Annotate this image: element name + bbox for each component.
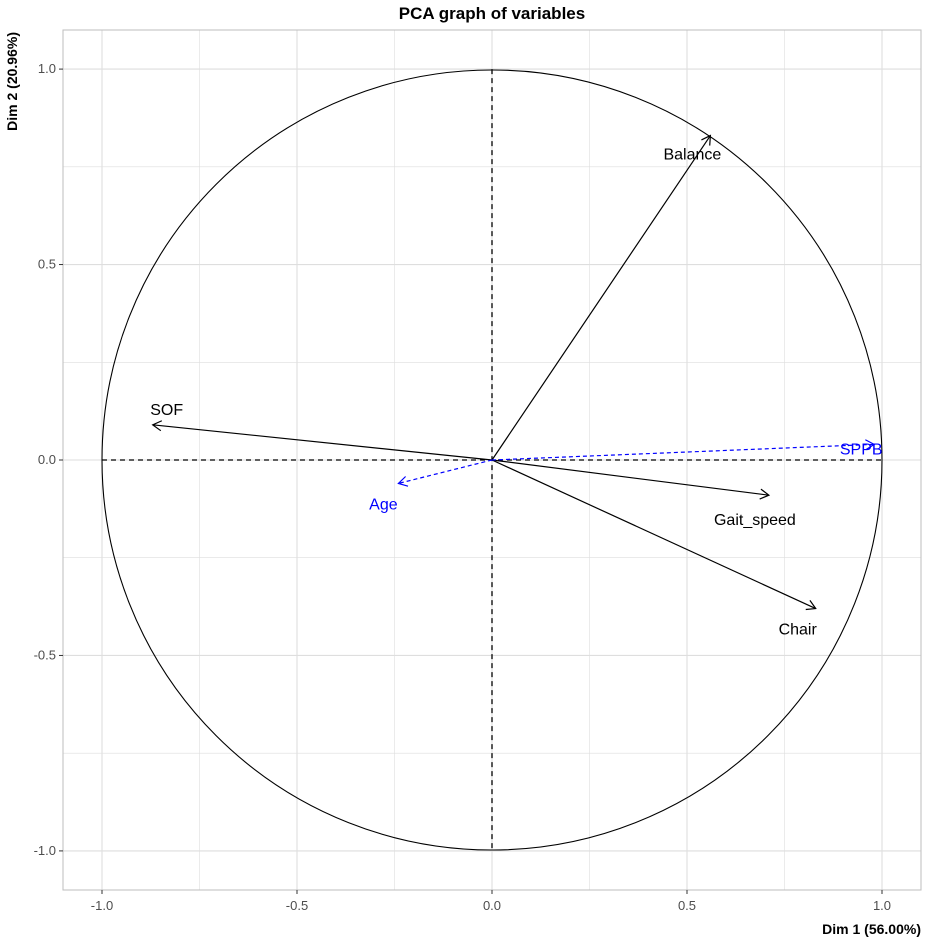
- x-tick-label: 0.5: [678, 898, 696, 913]
- arrow-sppb: [491, 439, 876, 461]
- arrow-gait-speed: [491, 459, 771, 500]
- arrow-chair: [491, 459, 817, 611]
- arrow-head: [151, 420, 163, 432]
- variable-labels: Balance SOF Gait_speed Chair SPPB Age: [150, 147, 882, 639]
- y-tick-label: -0.5: [34, 647, 56, 662]
- y-axis-ticks: -1.0 -0.5 0.0 0.5 1.0: [34, 61, 63, 858]
- label-age: Age: [369, 496, 398, 513]
- arrow-head: [397, 476, 409, 487]
- label-sppb: SPPB: [840, 441, 883, 458]
- arrow-shaft: [491, 443, 875, 461]
- arrow-shaft: [398, 459, 493, 485]
- y-tick-label: 1.0: [38, 61, 56, 76]
- label-gait-speed: Gait_speed: [714, 512, 796, 529]
- arrow-head: [865, 439, 876, 451]
- arrow-shaft: [491, 459, 769, 496]
- arrow-age: [397, 459, 493, 487]
- x-tick-label: 1.0: [873, 898, 891, 913]
- arrow-shaft: [491, 135, 711, 461]
- x-tick-label: -0.5: [286, 898, 308, 913]
- y-axis-title: Dim 2 (20.96%): [4, 32, 20, 131]
- variable-arrows: [151, 134, 876, 611]
- arrow-head: [759, 488, 771, 500]
- chart-title: PCA graph of variables: [399, 4, 585, 23]
- label-sof: SOF: [150, 402, 183, 419]
- arrow-sof: [151, 420, 493, 461]
- x-tick-label: -1.0: [91, 898, 113, 913]
- x-axis-ticks: -1.0 -0.5 0.0 0.5 1.0: [91, 890, 891, 913]
- x-tick-label: 0.0: [483, 898, 501, 913]
- y-tick-label: -1.0: [34, 843, 56, 858]
- arrow-shaft: [491, 459, 816, 610]
- arrow-shaft: [152, 424, 493, 461]
- x-axis-title: Dim 1 (56.00%): [822, 921, 921, 937]
- y-tick-label: 0.5: [38, 257, 56, 272]
- arrow-head: [701, 134, 712, 146]
- label-balance: Balance: [663, 147, 721, 164]
- arrow-balance: [491, 134, 712, 461]
- label-chair: Chair: [779, 622, 818, 639]
- y-tick-label: 0.0: [38, 452, 56, 467]
- arrow-head: [805, 600, 817, 611]
